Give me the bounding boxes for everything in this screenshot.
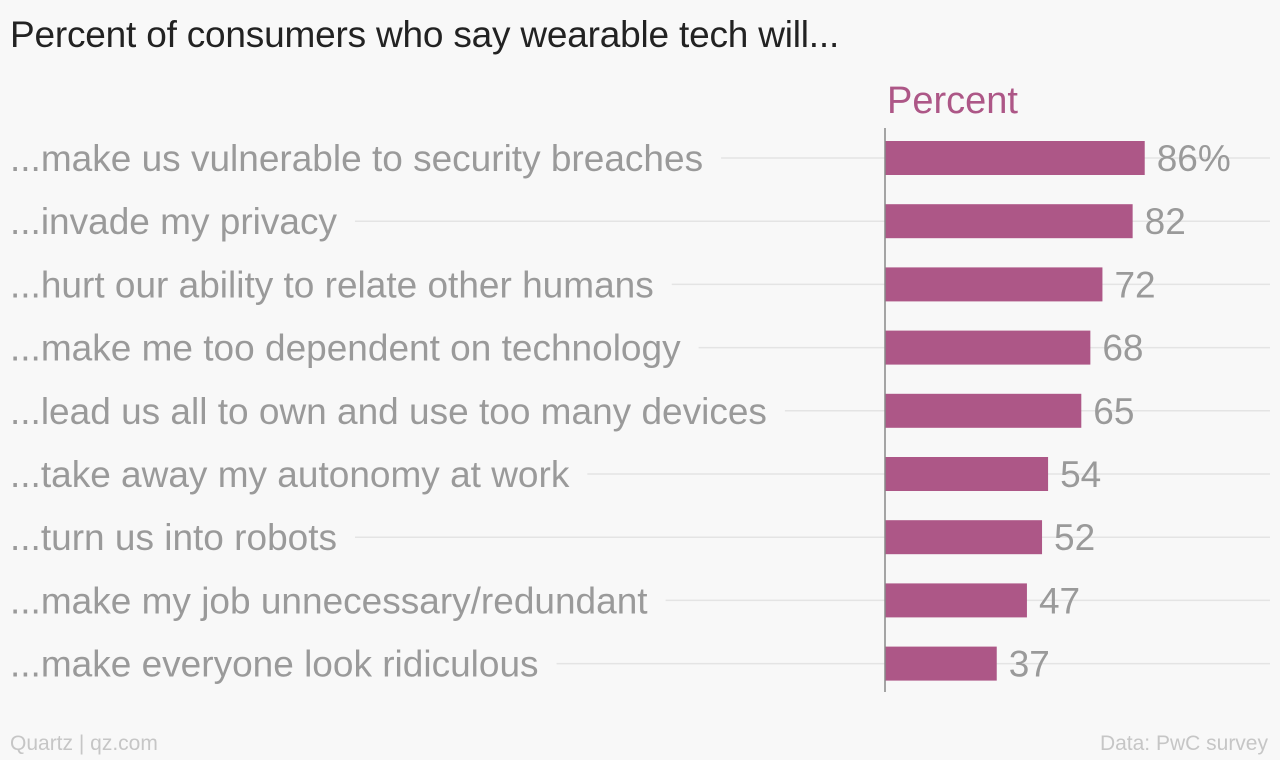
bar (885, 267, 1103, 302)
bar (885, 393, 1082, 428)
chart-title: Percent of consumers who say wearable te… (10, 14, 840, 55)
gridline-mask (0, 406, 785, 415)
column-header: Percent (887, 80, 1018, 122)
gridline-mask (0, 533, 356, 542)
category-label: ...make my job unnecessary/redundant (10, 580, 648, 621)
category-label: ...hurt our ability to relate other huma… (10, 264, 654, 305)
gridline-mask (0, 217, 355, 226)
credit-text: Quartz | qz.com (10, 732, 158, 755)
value-label: 37 (1009, 644, 1050, 685)
gridline-mask (0, 659, 557, 668)
gridline-mask (0, 154, 722, 162)
gridline-mask (0, 470, 588, 478)
category-label: ...take away my autonomy at work (10, 454, 570, 495)
value-label: 72 (1114, 264, 1155, 305)
value-label: 65 (1093, 391, 1134, 432)
category-label: ...make me too dependent on technology (10, 328, 681, 369)
value-label: 68 (1102, 328, 1143, 369)
category-label: ...lead us all to own and use too many d… (10, 391, 767, 432)
value-label: 86% (1157, 138, 1231, 179)
bar (885, 204, 1133, 239)
category-label: ...invade my privacy (10, 201, 337, 242)
value-label: 47 (1039, 580, 1080, 621)
gridline-mask (0, 280, 672, 289)
bar (885, 520, 1043, 555)
category-label: ...make us vulnerable to security breach… (10, 138, 703, 179)
bar (885, 141, 1145, 175)
category-label: ...make everyone look ridiculous (10, 644, 539, 685)
category-label: ...turn us into robots (10, 517, 337, 558)
value-label: 54 (1060, 454, 1101, 495)
bar (885, 583, 1027, 618)
value-label: 82 (1145, 201, 1186, 242)
bar (885, 646, 997, 681)
gridline-mask (0, 596, 666, 605)
value-label: 52 (1054, 517, 1095, 558)
source-text: Data: PwC survey (1099, 732, 1268, 755)
bar (885, 457, 1049, 491)
gridline-mask (0, 343, 699, 352)
bar (885, 330, 1091, 365)
